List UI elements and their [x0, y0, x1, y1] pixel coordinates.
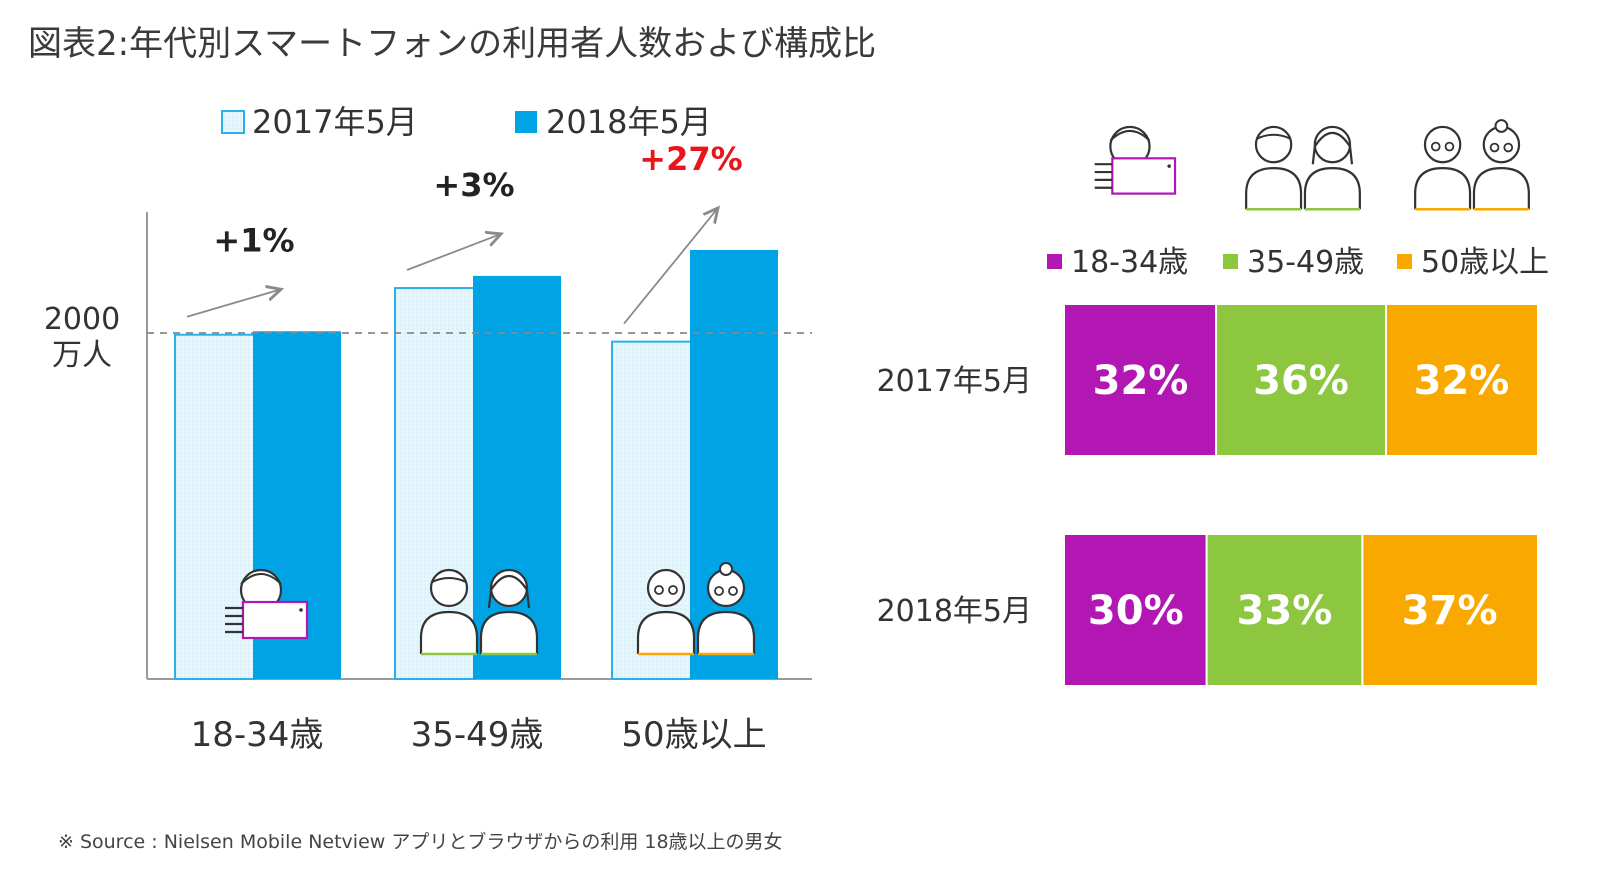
figure-title: 図表2:年代別スマートフォンの利用者人数および構成比	[28, 24, 876, 64]
senior-couple-icon	[636, 562, 756, 656]
legend-label: 50歳以上	[1421, 245, 1549, 280]
hair-shape	[1256, 133, 1291, 140]
stacked-composition-chart: 18-34歳 35-49歳 50歳以上 2017年5月 32% 36% 32% 2018年5月…	[877, 119, 1549, 685]
stack-segment	[1362, 535, 1537, 685]
segment-label: 37%	[1402, 588, 1498, 634]
head-shape	[1423, 125, 1462, 164]
growth-label: +27%	[639, 140, 742, 178]
source-note: ※ Source : Nielsen Mobile Netview アプリとブラ…	[58, 830, 783, 853]
senior-couple-icon	[1414, 119, 1530, 211]
legend-swatch-2018	[515, 111, 537, 133]
body-shape	[419, 610, 479, 654]
phone-shape	[241, 600, 309, 640]
hair-bun-shape	[1494, 119, 1509, 133]
hair-shape	[487, 574, 531, 609]
x-tick-label: 50歳以上	[621, 715, 766, 755]
growth-arrow	[623, 208, 718, 325]
hair-shape	[1109, 129, 1151, 142]
legend-label: 35-49歳	[1247, 245, 1364, 280]
glasses-shape	[714, 586, 724, 596]
young-person-with-phone-icon	[225, 568, 309, 640]
bar-2017-1	[174, 333, 256, 680]
young-person-with-phone-icon	[1094, 125, 1177, 195]
stack-legend: 18-34歳 35-49歳 50歳以上	[1047, 245, 1549, 280]
body-shape	[636, 610, 696, 654]
stack-segment	[1065, 305, 1217, 455]
reference-label-value: 2000	[44, 302, 120, 337]
middle-aged-couple-icon	[419, 568, 539, 656]
phone-shape	[1111, 157, 1177, 195]
bar-legend: 2017年5月 2018年5月	[221, 103, 712, 141]
bar-2018-3	[690, 249, 778, 679]
hair-shape	[431, 577, 467, 583]
legend-label-2018: 2018年5月	[546, 103, 712, 141]
segment-label: 36%	[1253, 358, 1349, 404]
glasses-shape	[654, 585, 664, 595]
segment-label: 30%	[1088, 588, 1184, 634]
legend-label-2017: 2017年5月	[252, 103, 418, 141]
glasses-shape	[1430, 141, 1441, 152]
stack-segment	[1206, 535, 1363, 685]
stack-segment	[1065, 535, 1207, 685]
legend-swatch-3	[1397, 254, 1412, 269]
body-shape	[1472, 167, 1530, 210]
growth-arrow	[406, 234, 501, 271]
phone-camera-shape	[1167, 164, 1171, 168]
glasses-shape	[668, 585, 678, 595]
legend-swatch-2	[1223, 254, 1238, 269]
glasses-shape	[728, 586, 738, 596]
x-tick-label: 18-34歳	[191, 715, 324, 755]
hair-bun-shape	[719, 562, 733, 576]
growth-label: +1%	[213, 221, 294, 259]
hair-shape	[1311, 131, 1354, 165]
middle-aged-couple-icon	[1245, 125, 1361, 211]
growth-arrow	[186, 289, 281, 318]
glasses-shape	[1489, 142, 1500, 153]
body-shape	[1245, 167, 1303, 210]
glasses-shape	[1444, 141, 1455, 152]
bar-chart: 2017年5月 2018年5月 18-34歳 +1% 35-49歳 +3% 50歳以上 +27…	[44, 103, 812, 755]
head-shape	[429, 568, 469, 608]
segment-label: 33%	[1237, 588, 1333, 634]
x-tick-label: 35-49歳	[411, 715, 544, 755]
stack-segment	[1216, 305, 1386, 455]
body-shape	[1414, 167, 1472, 210]
stack-segment	[1385, 305, 1537, 455]
growth-label: +3%	[433, 166, 514, 204]
hair-shape	[240, 573, 282, 585]
body-shape	[479, 610, 539, 654]
phone-camera-shape	[299, 608, 303, 612]
legend-swatch-2017	[221, 110, 245, 134]
legend-label: 18-34歳	[1071, 245, 1188, 280]
glasses-shape	[1503, 142, 1514, 153]
body-shape	[696, 610, 756, 654]
body-shape	[1303, 167, 1361, 210]
row-label: 2017年5月	[877, 364, 1032, 399]
row-label: 2018年5月	[877, 594, 1032, 629]
legend-swatch-1	[1047, 254, 1062, 269]
head-shape	[1254, 125, 1293, 164]
segment-label: 32%	[1414, 358, 1510, 404]
head-shape	[646, 568, 686, 608]
reference-label-unit: 万人	[52, 338, 112, 373]
segment-label: 32%	[1093, 358, 1189, 404]
